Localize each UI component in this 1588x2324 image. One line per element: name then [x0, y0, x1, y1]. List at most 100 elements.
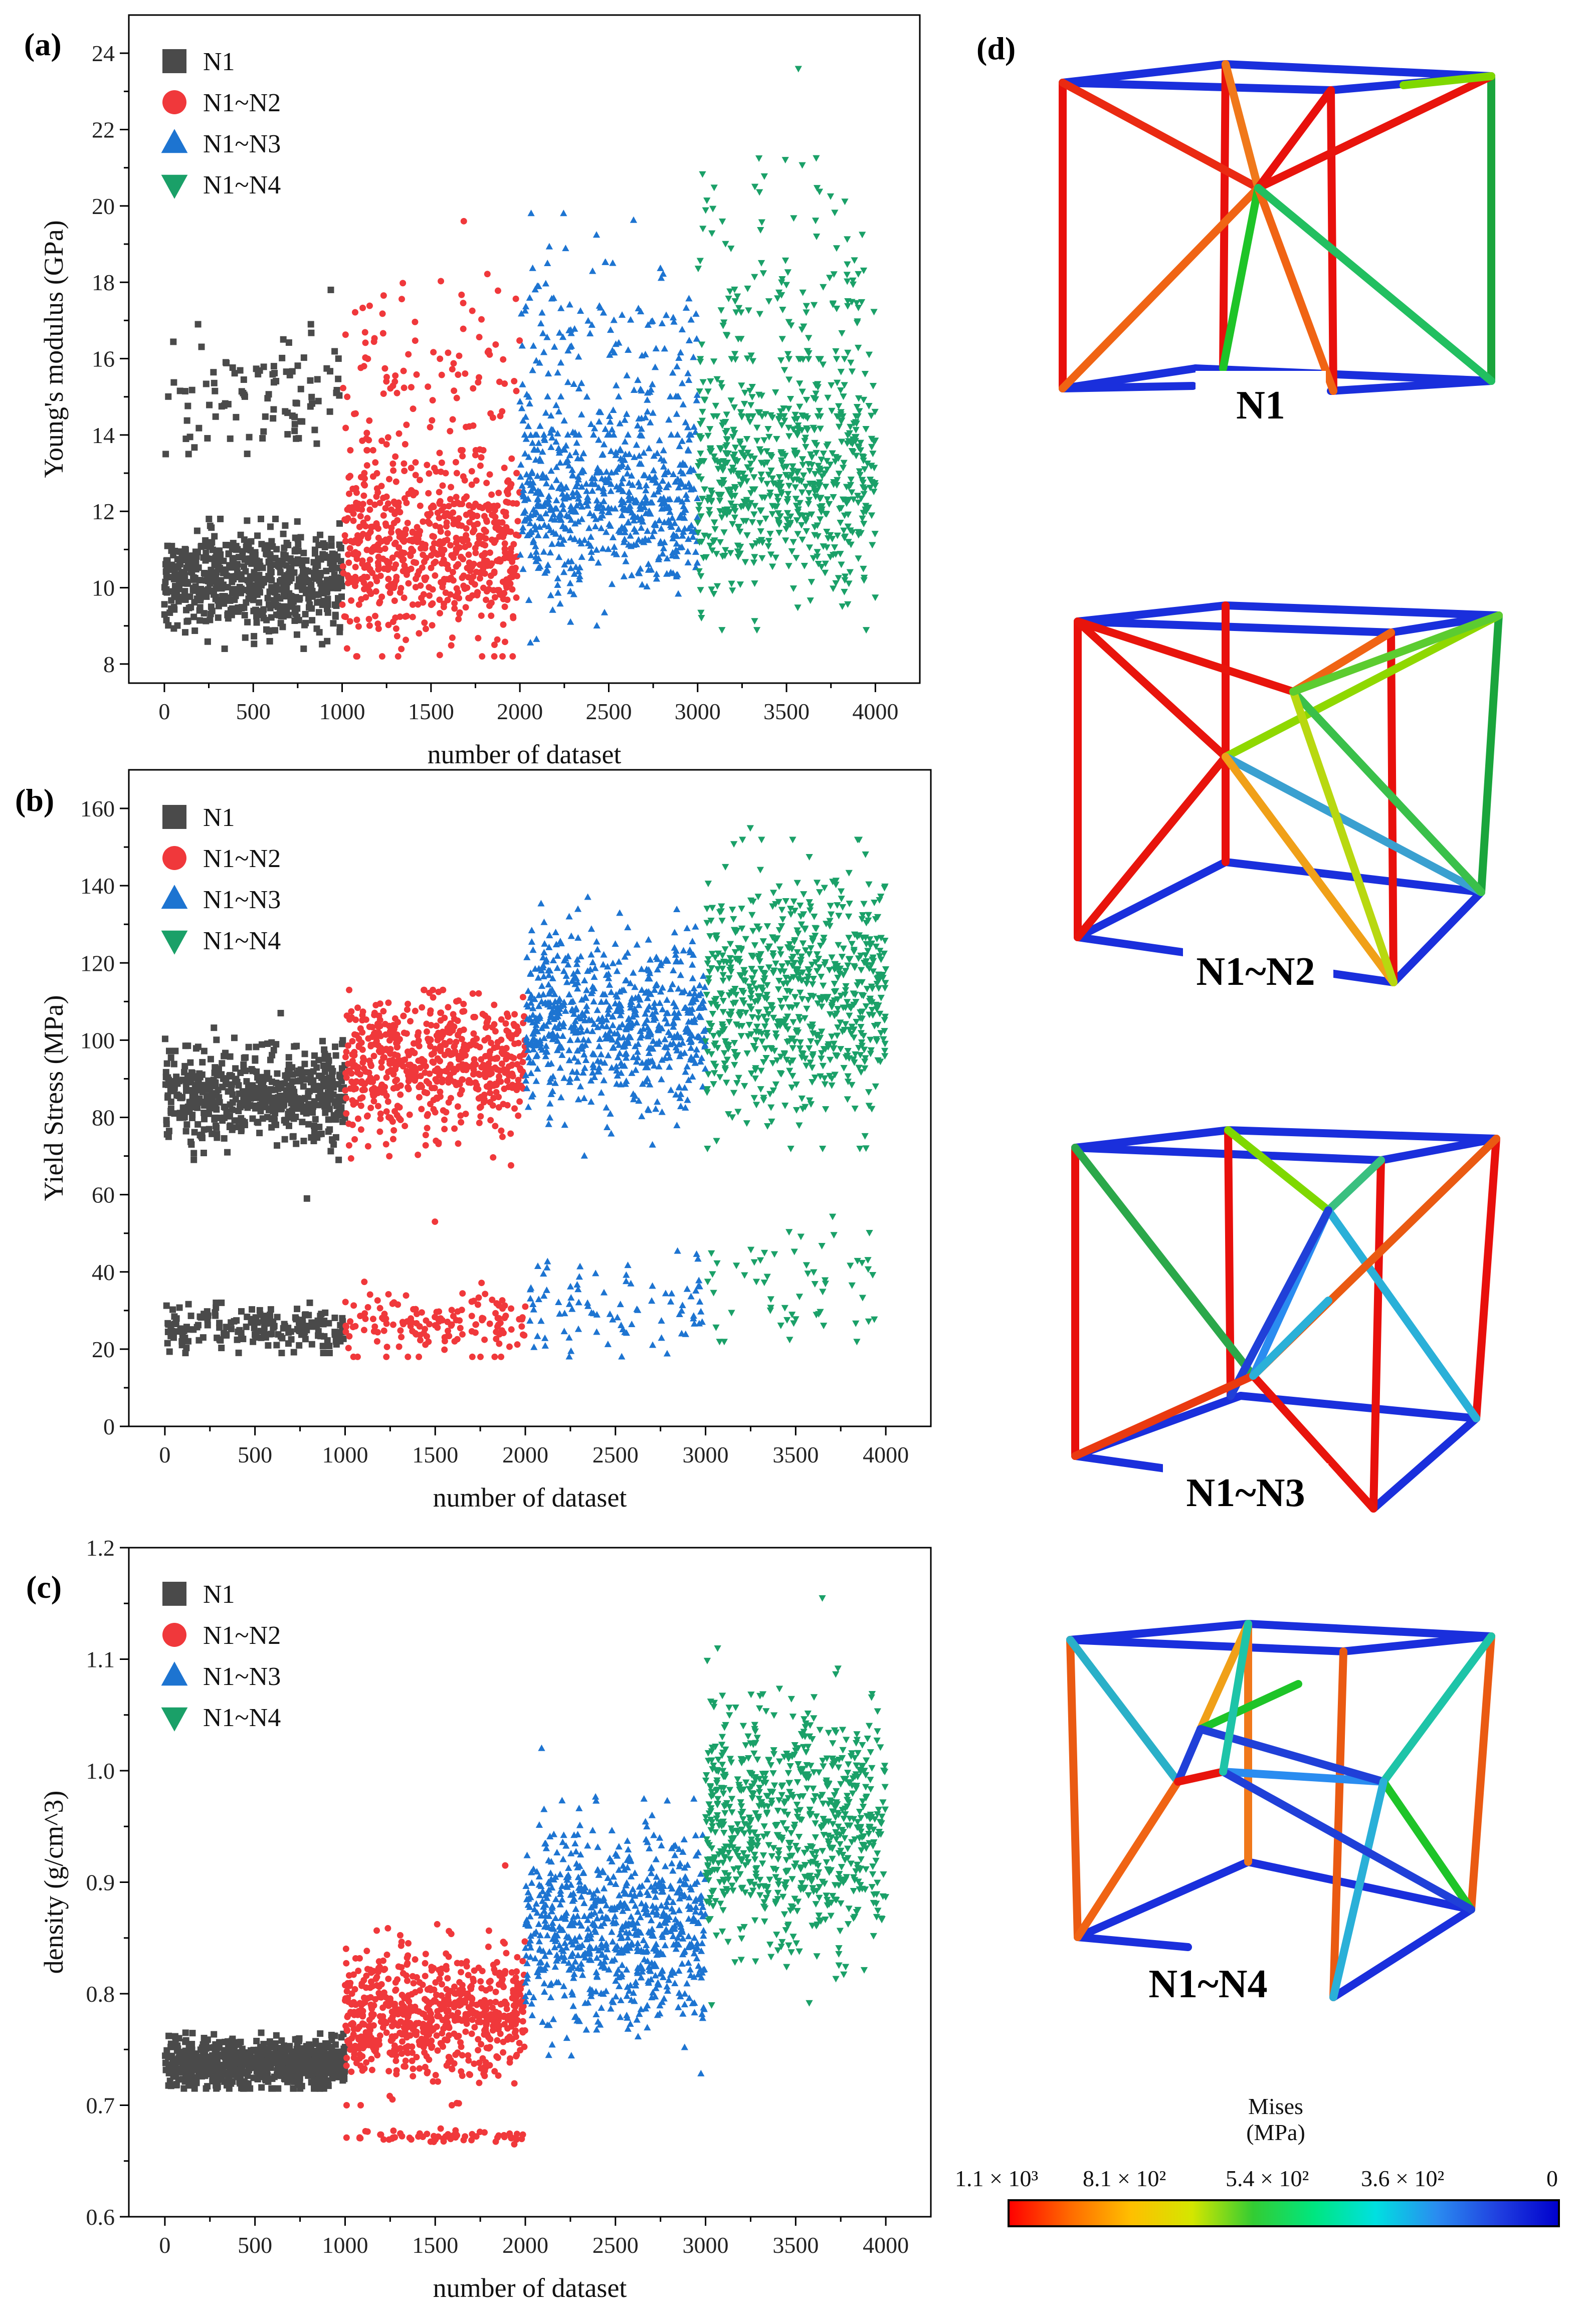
data-point	[211, 533, 218, 540]
data-point	[618, 511, 626, 518]
data-point	[593, 621, 601, 628]
data-point	[433, 1032, 440, 1039]
data-point	[448, 484, 455, 491]
legend-marker	[162, 90, 186, 114]
data-point	[372, 588, 379, 595]
data-point	[383, 538, 390, 545]
data-point	[319, 641, 326, 648]
data-point	[697, 573, 705, 580]
data-point	[366, 588, 373, 595]
data-point	[718, 218, 726, 225]
data-point	[476, 334, 483, 341]
data-point	[394, 1038, 401, 1045]
data-point	[699, 226, 707, 233]
data-point	[406, 537, 413, 544]
data-point	[618, 496, 626, 503]
data-point	[459, 453, 466, 460]
data-point	[363, 462, 370, 469]
data-point	[191, 444, 198, 451]
data-point	[663, 555, 671, 562]
data-point	[401, 562, 408, 569]
data-point	[342, 1299, 349, 1306]
data-point	[584, 539, 592, 546]
data-point	[163, 1117, 170, 1124]
data-point	[335, 375, 342, 382]
data-point	[630, 216, 638, 223]
data-point	[569, 493, 577, 500]
data-point	[679, 400, 687, 407]
data-point	[678, 498, 686, 505]
data-point	[734, 554, 742, 561]
data-point	[799, 536, 806, 543]
data-point	[176, 1304, 183, 1311]
data-point	[645, 507, 653, 514]
data-point	[556, 329, 563, 336]
data-point	[699, 171, 706, 178]
data-point	[369, 1033, 376, 1040]
data-point	[278, 1350, 285, 1357]
data-point	[359, 437, 366, 444]
data-point	[267, 523, 274, 530]
data-point	[701, 1065, 709, 1072]
data-point	[436, 500, 443, 507]
data-point	[290, 1133, 297, 1140]
data-point	[827, 193, 835, 200]
data-point	[661, 345, 668, 352]
data-point	[659, 1005, 666, 1012]
data-point	[807, 597, 814, 604]
data-point	[534, 974, 542, 981]
data-point	[455, 371, 462, 378]
data-point	[339, 1315, 346, 1322]
data-point	[308, 329, 315, 336]
data-point	[627, 532, 634, 539]
data-point	[765, 434, 773, 441]
data-point	[757, 471, 765, 478]
data-point	[342, 331, 349, 338]
data-point	[356, 1071, 363, 1078]
data-point	[838, 439, 846, 446]
data-point	[529, 366, 536, 373]
data-point	[221, 1135, 228, 1142]
data-point	[175, 1092, 182, 1099]
data-point	[382, 1315, 389, 1322]
data-point	[630, 513, 638, 520]
data-point	[835, 424, 843, 431]
data-point	[561, 561, 568, 568]
data-point	[805, 501, 812, 508]
data-point	[325, 581, 332, 588]
data-point	[852, 427, 860, 434]
data-point	[701, 397, 709, 404]
data-point	[473, 477, 480, 484]
data-point	[501, 639, 508, 646]
data-point	[214, 1131, 221, 1138]
data-point	[798, 522, 806, 529]
data-point	[299, 1119, 306, 1126]
data-point	[706, 511, 713, 518]
data-point	[753, 627, 761, 634]
data-point	[299, 418, 306, 425]
data-point	[346, 490, 353, 497]
data-point	[718, 384, 726, 391]
data-point	[300, 549, 307, 556]
data-point	[321, 542, 328, 549]
data-point	[380, 292, 387, 299]
data-point	[408, 545, 415, 552]
data-point	[516, 551, 524, 558]
data-point	[763, 481, 771, 488]
data-point	[696, 358, 704, 365]
data-point	[515, 1112, 522, 1119]
data-point	[544, 259, 551, 266]
data-point	[483, 480, 490, 487]
data-point	[284, 431, 291, 438]
data-point	[194, 1121, 202, 1128]
data-point	[227, 435, 234, 442]
data-point	[597, 1050, 605, 1058]
data-point	[492, 524, 499, 531]
data-point	[389, 554, 396, 561]
data-point	[683, 495, 691, 502]
data-point	[509, 1073, 516, 1080]
data-point	[666, 508, 674, 515]
data-point	[472, 549, 479, 556]
data-point	[203, 593, 210, 600]
data-point	[588, 487, 596, 494]
